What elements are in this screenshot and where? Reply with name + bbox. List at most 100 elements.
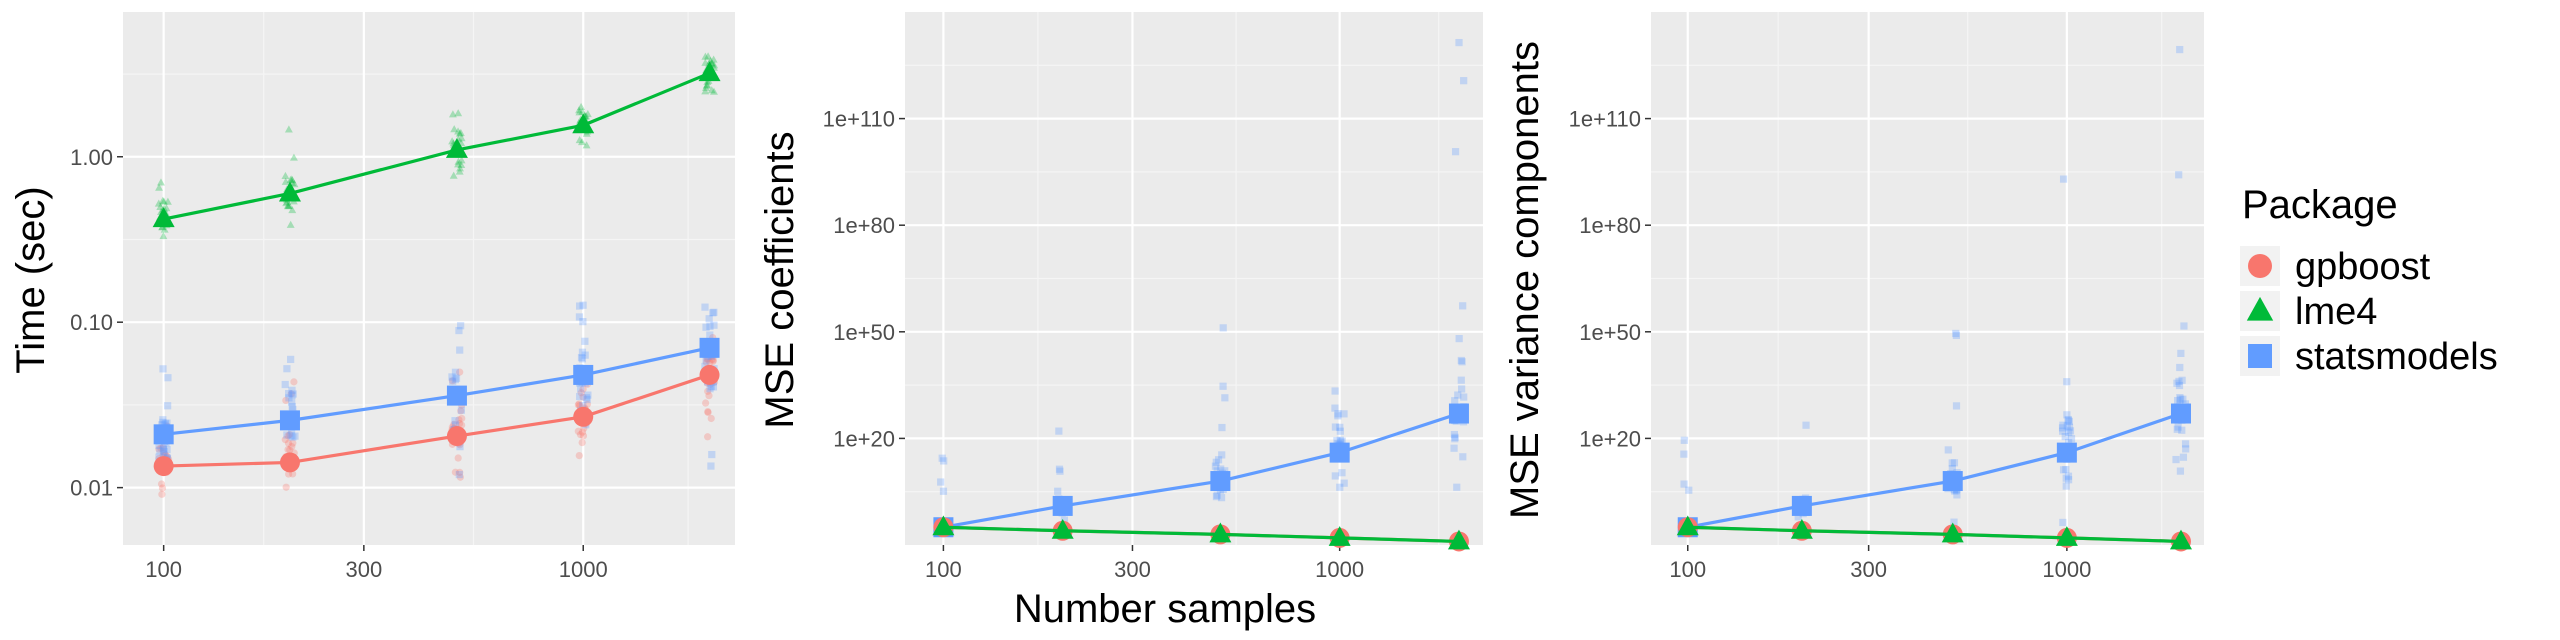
data-point-gpboost xyxy=(153,456,174,477)
data-point-replicate xyxy=(284,432,292,440)
data-point-replicate xyxy=(288,402,296,411)
data-point-replicate xyxy=(584,391,592,399)
data-point-replicate xyxy=(1680,450,1688,458)
data-point-replicate xyxy=(1944,446,1952,454)
data-point-replicate xyxy=(283,431,291,439)
data-point-replicate xyxy=(288,386,296,394)
data-point-replicate xyxy=(581,351,589,359)
data-point-replicate xyxy=(2059,466,2068,474)
data-point-statsmodels xyxy=(1448,403,1469,424)
data-point-replicate xyxy=(451,468,459,476)
data-point-replicate xyxy=(583,109,592,118)
data-point-replicate xyxy=(1952,329,1960,338)
data-point-replicate xyxy=(575,108,584,116)
tick-label-y: 1e+110 xyxy=(1569,107,1641,132)
data-point-replicate xyxy=(1060,516,1069,524)
data-point-replicate xyxy=(289,405,297,414)
tick-label-x: 300 xyxy=(1114,557,1151,582)
data-point-replicate xyxy=(575,452,583,460)
data-point-replicate xyxy=(575,106,584,114)
data-point-replicate xyxy=(286,220,295,228)
data-point-replicate xyxy=(285,389,293,398)
data-point-replicate xyxy=(1055,465,1064,473)
data-point-replicate xyxy=(1213,491,1221,499)
tick-label-y: 1e+50 xyxy=(833,320,895,345)
data-point-replicate xyxy=(578,107,587,115)
data-point-replicate xyxy=(2062,474,2070,482)
data-point-replicate xyxy=(454,160,462,168)
tick-label-y: 1e+80 xyxy=(833,213,895,238)
data-point-replicate xyxy=(1340,479,1348,487)
data-point-replicate xyxy=(2059,427,2067,435)
data-point-lme4 xyxy=(445,138,468,158)
data-point-replicate xyxy=(2065,476,2073,484)
data-point-replicate xyxy=(454,157,463,165)
data-point-replicate xyxy=(577,385,585,393)
data-point-replicate xyxy=(281,436,289,444)
data-point-replicate xyxy=(281,177,290,185)
data-point-replicate xyxy=(448,110,457,118)
data-point-replicate xyxy=(1218,423,1226,432)
data-point-replicate xyxy=(579,318,587,326)
data-point-replicate xyxy=(2176,45,2184,54)
data-point-replicate xyxy=(2178,376,2186,384)
data-point-replicate xyxy=(2066,427,2075,435)
data-point-replicate xyxy=(2172,455,2180,464)
data-point-replicate xyxy=(1336,436,1344,444)
data-point-replicate xyxy=(2176,467,2185,475)
data-point-replicate xyxy=(287,355,295,364)
data-point-replicate xyxy=(1331,472,1339,480)
data-point-replicate xyxy=(704,408,712,417)
tick-label-y: 1e+20 xyxy=(833,426,895,451)
data-point-replicate xyxy=(1333,437,1341,445)
data-point-replicate xyxy=(583,395,591,403)
data-point-replicate xyxy=(284,439,293,447)
data-point-replicate xyxy=(448,377,457,385)
data-point-replicate xyxy=(2182,445,2190,453)
data-point-replicate xyxy=(289,439,297,447)
data-point-replicate xyxy=(579,385,587,393)
data-point-replicate xyxy=(158,484,167,492)
data-point-replicate xyxy=(1331,387,1339,395)
data-point-replicate xyxy=(2062,465,2070,474)
tick-label-y: 1e+80 xyxy=(1579,213,1641,238)
data-point-replicate xyxy=(2175,171,2183,179)
data-point-replicate xyxy=(576,392,584,401)
data-point-replicate xyxy=(2065,417,2073,425)
data-point-replicate xyxy=(458,414,466,423)
data-point-statsmodels xyxy=(153,424,174,445)
data-point-replicate xyxy=(455,416,463,424)
data-point-gpboost xyxy=(446,426,467,447)
data-point-replicate xyxy=(704,387,712,395)
tick-label-x: 100 xyxy=(1669,557,1706,582)
data-point-replicate xyxy=(457,134,466,142)
data-point-replicate xyxy=(286,446,294,454)
tick-label-x: 100 xyxy=(145,557,182,582)
data-point-replicate xyxy=(2064,415,2072,424)
data-point-replicate xyxy=(285,394,293,402)
data-point-replicate xyxy=(455,326,463,335)
data-point-replicate xyxy=(159,416,167,424)
data-point-replicate xyxy=(286,430,294,439)
data-point-gpboost xyxy=(699,364,720,385)
data-point-lme4 xyxy=(932,515,955,536)
data-point-replicate xyxy=(1794,513,1802,521)
data-point-replicate xyxy=(2058,424,2067,432)
data-point-replicate xyxy=(455,129,464,137)
data-point-replicate xyxy=(449,377,457,385)
data-point-replicate xyxy=(2179,395,2187,403)
data-point-replicate xyxy=(1457,376,1465,384)
data-point-replicate xyxy=(456,368,464,376)
data-point-replicate xyxy=(2175,377,2183,386)
data-point-replicate xyxy=(1221,467,1229,475)
data-point-statsmodels xyxy=(1329,442,1350,463)
data-point-replicate xyxy=(289,433,297,441)
data-point-gpboost xyxy=(279,452,300,473)
data-point-replicate xyxy=(576,302,584,310)
data-point-replicate xyxy=(1458,358,1466,366)
data-point-replicate xyxy=(451,368,460,376)
data-point-replicate xyxy=(160,449,168,457)
data-point-replicate xyxy=(158,196,167,204)
panel-mse-variance-components: 100 300 1000 1e+20 1e+50 1e+80 1e+110 xyxy=(1569,12,2204,582)
data-point-replicate xyxy=(705,392,713,400)
